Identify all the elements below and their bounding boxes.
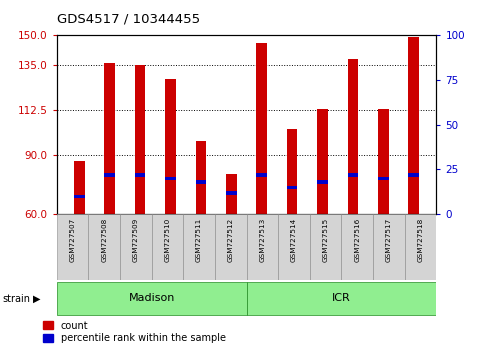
Text: Madison: Madison: [128, 293, 175, 303]
Text: GSM727517: GSM727517: [386, 217, 392, 262]
FancyBboxPatch shape: [310, 214, 341, 280]
Bar: [378, 177, 388, 180]
FancyBboxPatch shape: [57, 281, 246, 315]
FancyBboxPatch shape: [405, 214, 436, 280]
Bar: [287, 129, 297, 214]
Text: GSM727515: GSM727515: [322, 217, 329, 262]
Bar: [256, 173, 267, 177]
Text: GSM727516: GSM727516: [354, 217, 360, 262]
FancyBboxPatch shape: [246, 281, 436, 315]
Text: GSM727512: GSM727512: [228, 217, 234, 262]
Text: ICR: ICR: [332, 293, 351, 303]
Bar: [256, 43, 267, 214]
Text: GSM727510: GSM727510: [164, 217, 171, 262]
FancyBboxPatch shape: [246, 214, 278, 280]
FancyBboxPatch shape: [183, 214, 215, 280]
Bar: [165, 79, 176, 214]
Bar: [74, 194, 85, 198]
Text: GSM727509: GSM727509: [133, 217, 139, 262]
Bar: [408, 173, 419, 177]
Bar: [226, 175, 237, 214]
Text: GSM727511: GSM727511: [196, 217, 202, 262]
FancyBboxPatch shape: [373, 214, 405, 280]
Text: GSM727508: GSM727508: [101, 217, 107, 262]
Bar: [408, 38, 419, 214]
Bar: [105, 173, 115, 177]
Text: strain: strain: [2, 294, 31, 304]
Bar: [317, 109, 328, 214]
Bar: [317, 180, 328, 184]
Bar: [378, 109, 388, 214]
FancyBboxPatch shape: [57, 214, 88, 280]
Bar: [348, 59, 358, 214]
FancyBboxPatch shape: [152, 214, 183, 280]
FancyBboxPatch shape: [278, 214, 310, 280]
Bar: [105, 63, 115, 214]
Bar: [135, 173, 145, 177]
Bar: [196, 141, 206, 214]
FancyBboxPatch shape: [215, 214, 246, 280]
FancyBboxPatch shape: [120, 214, 152, 280]
Bar: [287, 185, 297, 189]
Bar: [135, 65, 145, 214]
Text: GSM727513: GSM727513: [259, 217, 265, 262]
FancyBboxPatch shape: [341, 214, 373, 280]
Text: GSM727507: GSM727507: [70, 217, 75, 262]
Text: ▶: ▶: [33, 294, 40, 304]
Bar: [165, 177, 176, 180]
Bar: [226, 191, 237, 194]
Legend: count, percentile rank within the sample: count, percentile rank within the sample: [39, 317, 230, 347]
Text: GSM727518: GSM727518: [418, 217, 423, 262]
Text: GDS4517 / 10344455: GDS4517 / 10344455: [57, 12, 200, 25]
FancyBboxPatch shape: [88, 214, 120, 280]
Text: GSM727514: GSM727514: [291, 217, 297, 262]
Bar: [348, 173, 358, 177]
Bar: [196, 180, 206, 184]
Bar: [74, 161, 85, 214]
